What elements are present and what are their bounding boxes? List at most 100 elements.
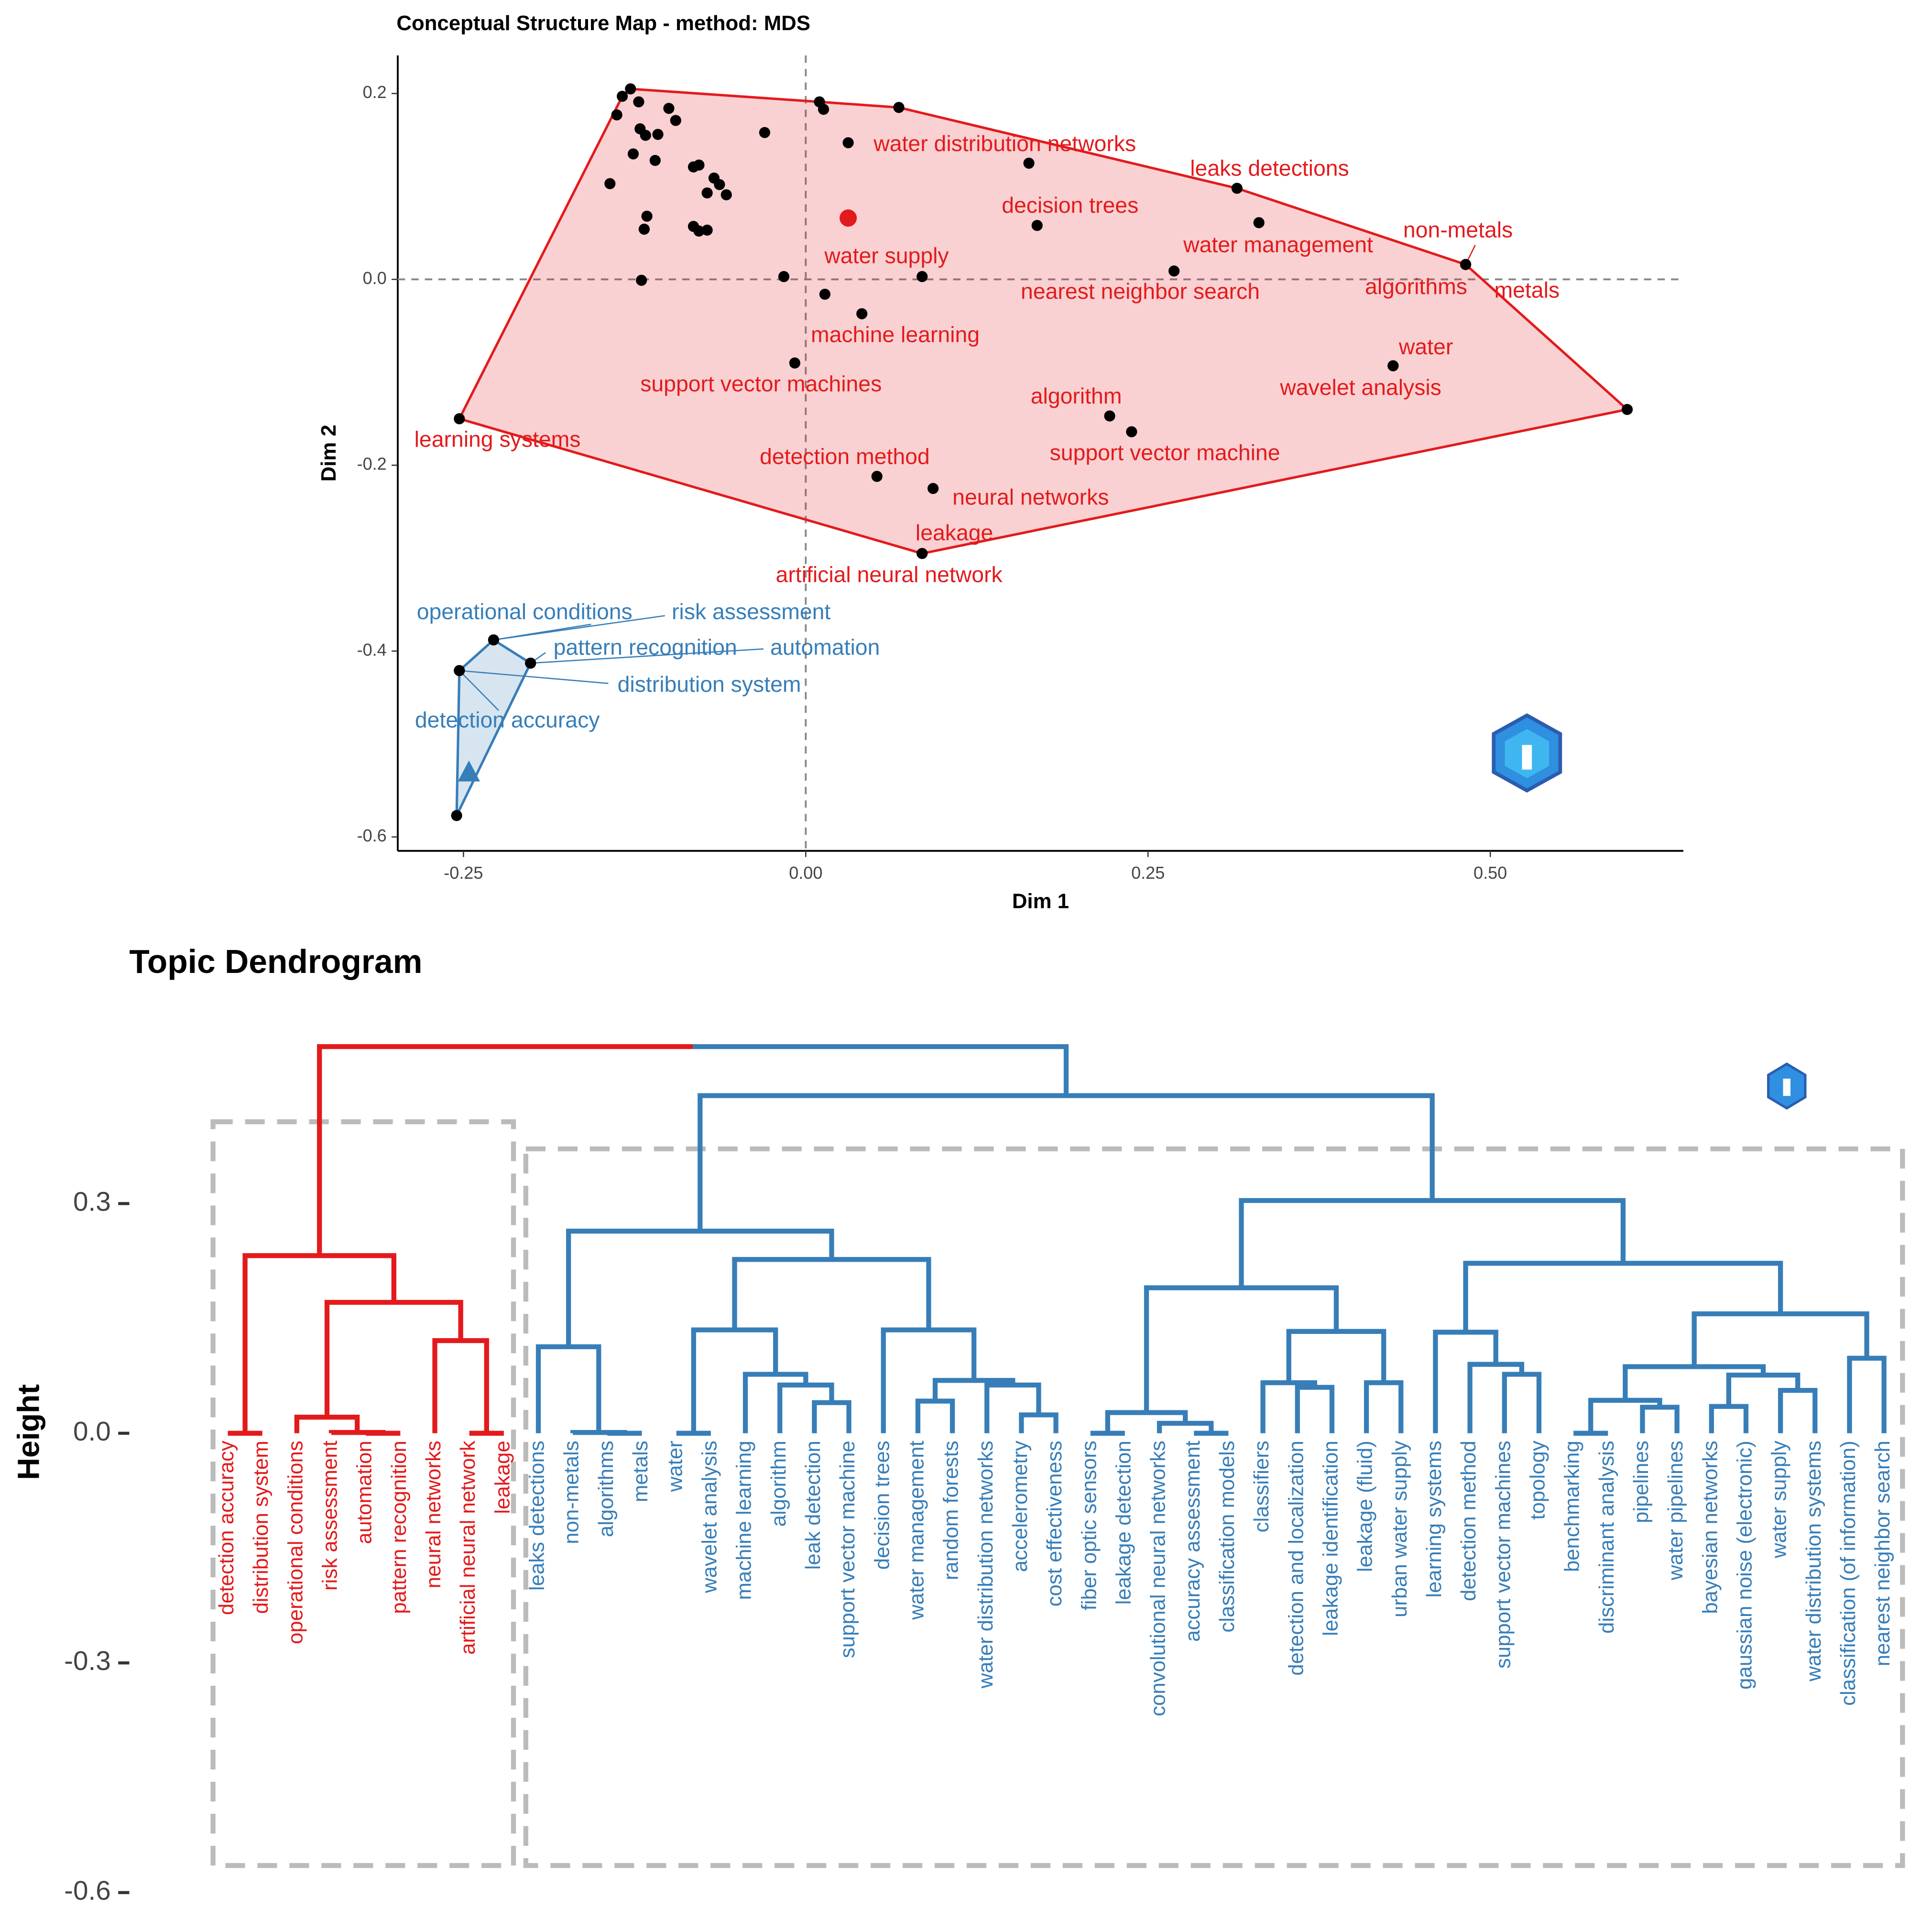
leaf-label: risk assessment [318, 1441, 342, 1591]
point [759, 127, 770, 138]
point-label: decision trees [1002, 193, 1138, 218]
leaf-label: operational conditions [284, 1441, 307, 1644]
leaf-label: non-metals [560, 1441, 583, 1544]
leaf-label: decision trees [870, 1441, 894, 1570]
x-tick-label: 0.25 [1131, 863, 1165, 883]
point [616, 90, 628, 102]
point [1460, 259, 1472, 270]
x-tick-label: 0.00 [789, 863, 822, 883]
x-tick-label: 0.50 [1473, 863, 1507, 883]
dendrogram-link [1692, 1311, 1869, 1367]
leaf-label: water distribution networks [974, 1441, 997, 1689]
point-label: support vector machines [640, 371, 882, 396]
point [856, 308, 868, 319]
point-label: machine learning [811, 322, 980, 347]
point [1031, 220, 1043, 231]
point [893, 102, 905, 113]
dendrogram-link [432, 1338, 489, 1433]
centroid [458, 760, 480, 782]
leaf-label: random forests [939, 1441, 963, 1580]
leaf-label: nearest neighbor search [1871, 1441, 1894, 1666]
point [640, 130, 651, 141]
leaf-label: wavelet analysis [698, 1441, 721, 1594]
point-label: non-metals [1403, 217, 1513, 242]
cluster-box [210, 1119, 516, 1868]
leaf-label: support vector machines [1491, 1441, 1515, 1669]
centroid [840, 209, 857, 227]
point-label: water supply [824, 243, 949, 268]
point [1387, 360, 1399, 371]
point-label: artificial neural network [776, 562, 1003, 587]
leaf-label: convolutional neural networks [1146, 1441, 1170, 1716]
dendrogram-link [324, 1299, 463, 1418]
y-tick-label: -0.4 [357, 640, 387, 659]
y-axis-title: Dim 2 [317, 425, 340, 481]
point [1126, 426, 1137, 437]
point [641, 210, 653, 222]
point [633, 96, 644, 108]
point [693, 159, 705, 171]
leaf-label: cost effectiveness [1043, 1441, 1066, 1606]
leaf-label: water supply [1768, 1441, 1791, 1559]
point [451, 810, 462, 821]
point [1253, 217, 1265, 229]
height-axis-title: Height [11, 1384, 45, 1480]
x-axis-title: Dim 1 [1012, 889, 1069, 913]
dendrogram-title: Topic Dendrogram [129, 943, 422, 980]
y-tick-label: -0.6 [357, 826, 387, 845]
leaf-label: gaussian noise (electronic) [1733, 1441, 1757, 1690]
point-label: distribution system [618, 672, 801, 697]
point [454, 665, 465, 677]
point-label: nearest neighbor search [1021, 279, 1260, 304]
point-label: operational conditions [417, 599, 633, 624]
point [525, 657, 536, 669]
point [789, 357, 800, 369]
leaf-label: support vector machine [836, 1441, 859, 1658]
point [778, 271, 790, 283]
dendrogram-link [1239, 1198, 1626, 1288]
point [871, 470, 883, 482]
scatter-title: Conceptual Structure Map - method: MDS [396, 11, 810, 35]
point-label: automation [770, 635, 880, 660]
leaf-label: leak detection [801, 1441, 825, 1570]
leaf-label: neural networks [422, 1441, 445, 1588]
leaf-label: metals [629, 1441, 652, 1502]
point-label: water management [1183, 232, 1373, 257]
leaf-label: pattern recognition [387, 1441, 411, 1614]
leaf-label: leakage [491, 1441, 514, 1514]
dendrogram-link [1847, 1355, 1887, 1433]
leaf-label: topology [1526, 1441, 1549, 1520]
point [693, 225, 705, 237]
point [670, 115, 681, 126]
leaf-label: detection accuracy [215, 1441, 238, 1615]
point-label: support vector machine [1050, 440, 1280, 465]
leaf-label: benchmarking [1561, 1441, 1584, 1572]
point [928, 483, 939, 494]
point [649, 154, 661, 166]
y-tick-label: 0.2 [363, 82, 387, 102]
leaf-label: leaks detections [525, 1441, 549, 1591]
leaf-label: detection and localization [1284, 1441, 1308, 1675]
logo [1767, 1062, 1807, 1110]
leaf-label: artificial neural network [456, 1441, 480, 1655]
point [714, 179, 725, 190]
leaf-label: algorithms [594, 1441, 618, 1537]
point [819, 288, 830, 300]
point-label: detection accuracy [415, 708, 600, 732]
point [611, 109, 622, 120]
point-label: water distribution networks [873, 131, 1136, 156]
point-label: leakage [916, 520, 993, 545]
label-leader [459, 670, 609, 684]
point [818, 104, 830, 115]
leaf-label: machine learning [732, 1441, 756, 1600]
point [1621, 404, 1633, 415]
leaf-label: classifiers [1250, 1441, 1273, 1532]
dendrogram-link [328, 1430, 386, 1435]
point [652, 129, 664, 140]
logo-tower [1522, 745, 1532, 770]
point [454, 413, 465, 425]
point [625, 83, 636, 95]
